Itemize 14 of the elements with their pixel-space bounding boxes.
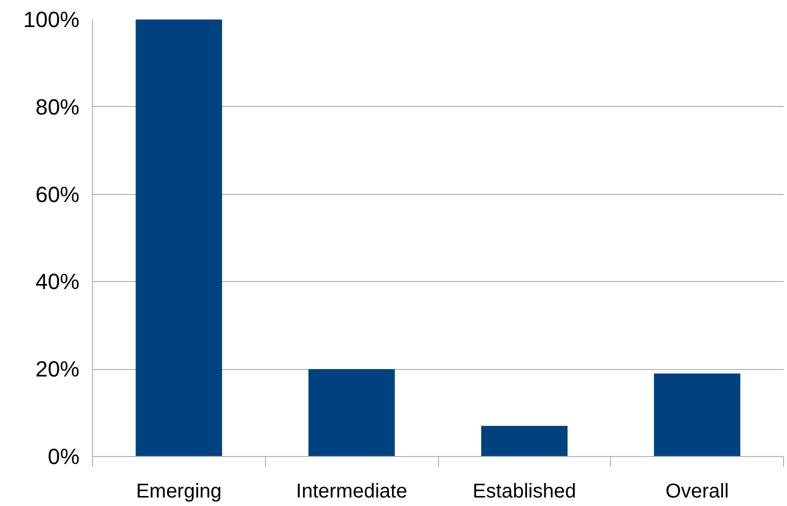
- x-tick-label: Established: [472, 480, 576, 502]
- bar: [654, 373, 740, 456]
- y-tick-label: 40%: [35, 269, 80, 294]
- x-tick-label: Overall: [665, 480, 729, 502]
- y-tick-label: 80%: [35, 94, 80, 120]
- bar: [136, 20, 222, 456]
- y-tick-label: 20%: [35, 356, 80, 382]
- y-tick-label: 0%: [48, 444, 80, 469]
- y-tick-label: 100%: [23, 7, 80, 32]
- bar: [308, 369, 395, 456]
- bar: [481, 426, 568, 456]
- y-tick-label: 60%: [35, 182, 80, 207]
- x-tick-label: Intermediate: [296, 480, 408, 502]
- x-tick-label: Emerging: [136, 480, 222, 502]
